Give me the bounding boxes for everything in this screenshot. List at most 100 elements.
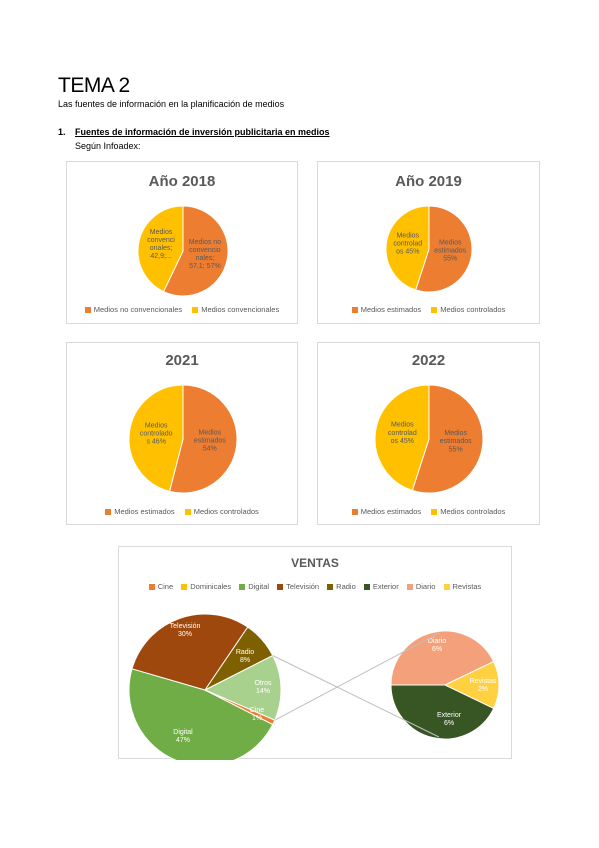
legend-swatch xyxy=(406,584,413,591)
legend-item: Dominicales xyxy=(181,582,231,591)
data-label-line: 47% xyxy=(176,737,190,744)
pie-slice xyxy=(128,384,184,492)
pie-slice xyxy=(168,384,238,494)
legend-label: Medios estimados xyxy=(114,507,175,516)
data-label-line: 54% xyxy=(203,445,217,452)
legend-swatch xyxy=(363,584,370,591)
data-label-line: Diario xyxy=(428,638,446,645)
data-label-line: convenci xyxy=(147,237,175,244)
chart-2022: 2022 Medios estimados 55% Medios controlad os… xyxy=(317,342,540,525)
legend-label: Medios convencionales xyxy=(201,305,280,314)
chart-title: Año 2018 xyxy=(148,173,216,190)
legend-item: Medios estimados xyxy=(105,507,175,516)
legend-item: Digital xyxy=(239,582,269,591)
data-label: Cine 1% xyxy=(250,707,265,722)
legend-swatch xyxy=(148,584,155,591)
data-label-line: nales; xyxy=(196,255,215,262)
chart-2021: 2021 Medios estimados 54% Medios controlado s… xyxy=(66,342,298,525)
data-label-line: Revistas xyxy=(470,678,497,685)
legend-label: Dominicales xyxy=(190,582,232,591)
legend-swatch xyxy=(327,584,334,591)
legend-swatch xyxy=(181,584,188,591)
data-label: Radio 8% xyxy=(236,649,254,664)
legend-item: Medios controlados xyxy=(431,507,505,516)
chart-2018: Año 2018 Medios no convencio nales; 57,1; 5… xyxy=(66,161,298,324)
legend-item: Televisión xyxy=(277,582,319,591)
data-label: Exterior 6% xyxy=(437,712,462,727)
data-label-line: 2% xyxy=(478,686,488,693)
data-label-line: 55% xyxy=(449,446,463,453)
legend-label: Revistas xyxy=(452,582,482,591)
legend-label: Medios controlados xyxy=(193,507,259,516)
legend-label: Televisión xyxy=(286,582,320,591)
legend-swatch xyxy=(351,509,358,516)
legend-label: Diario xyxy=(415,582,436,591)
pie-slice xyxy=(131,613,249,691)
page-title: TEMA 2 xyxy=(58,74,130,97)
data-label-line: os 45% xyxy=(391,438,414,445)
data-label: Medios estimados 55% xyxy=(434,239,466,262)
legend-swatch xyxy=(443,584,450,591)
data-label: Medios estimados 55% xyxy=(440,430,472,453)
legend-item: Diario xyxy=(406,582,436,591)
data-label: Medios convenci onales; 42,9;... xyxy=(147,229,175,260)
chart-legend: Medios no convencionales Medios convenci… xyxy=(67,305,297,314)
pie-slice xyxy=(374,384,430,491)
data-label-line: Cine xyxy=(250,707,265,714)
source-note: Según Infoadex: xyxy=(75,141,141,151)
pie-slice xyxy=(128,668,274,760)
legend-label: Cine xyxy=(157,582,174,591)
data-label-line: estimados xyxy=(434,247,466,254)
section-heading: 1. Fuentes de información de inversión pu… xyxy=(58,127,330,137)
chart-legend: Medios estimados Medios controlados xyxy=(318,305,539,314)
legend-label: Medios controlados xyxy=(440,507,506,516)
data-label: Medios estimados 54% xyxy=(194,429,226,452)
data-label-line: Medios xyxy=(396,233,419,240)
data-label-line: 42,9;... xyxy=(150,253,171,260)
data-label-line: 6% xyxy=(444,720,454,727)
data-label: Medios controlad os 45% xyxy=(393,233,422,256)
data-label: Medios no convencio nales; 57,1; 57% xyxy=(189,239,221,270)
legend-item: Medios convencionales xyxy=(192,305,279,314)
legend-item: Revistas xyxy=(443,582,482,591)
legend-item: Medios controlados xyxy=(184,507,259,516)
data-label-line: os 45% xyxy=(396,249,419,256)
data-label-line: s 46% xyxy=(146,439,165,446)
legend-label: Medios controlados xyxy=(440,305,506,314)
chart-legend: Medios estimados Medios controlados xyxy=(67,507,297,516)
data-label-line: 6% xyxy=(432,646,442,653)
pie-svg: Medios estimados 54% Medios controlado s 46% xyxy=(128,384,238,494)
data-label-line: Exterior xyxy=(437,712,462,719)
pie-of-pie-svg: Digital 47% Televisión 30% Radio 8% Otros 14% Ci… xyxy=(128,613,500,760)
legend-label: Radio xyxy=(336,582,356,591)
data-label-line: Medios no xyxy=(189,239,221,246)
chart-title: VENTAS xyxy=(291,556,339,570)
legend-item: Medios estimados xyxy=(351,507,421,516)
legend-swatch xyxy=(351,307,358,314)
chart-title: 2022 xyxy=(411,352,446,369)
legend-item: Cine xyxy=(148,582,174,591)
pie-slice xyxy=(204,689,276,726)
data-label-line: 30% xyxy=(178,631,192,638)
pie-slice xyxy=(162,205,229,297)
legend-swatch xyxy=(277,584,284,591)
legend-swatch xyxy=(431,307,438,314)
data-label: Medios controlado s 46% xyxy=(140,423,173,446)
data-label-line: 8% xyxy=(240,657,250,664)
data-label-line: controlado xyxy=(140,431,173,438)
data-label-line: Televisión xyxy=(170,623,201,630)
chart-2019: Año 2019 Medios estimados 55% Medios control… xyxy=(317,161,540,324)
legend-swatch xyxy=(105,509,112,516)
legend-item: Medios controlados xyxy=(431,305,505,314)
legend-item: Exterior xyxy=(363,582,399,591)
data-label-line: controlad xyxy=(388,430,417,437)
pie-slice xyxy=(411,384,484,494)
chart-title: Año 2019 xyxy=(395,173,462,190)
data-label: Televisión 30% xyxy=(170,623,201,638)
data-label-line: estimados xyxy=(440,438,472,445)
chart-ventas: VENTAS Cine Dominicales Digital Televisi… xyxy=(118,546,512,760)
legend-label: Medios no convencionales xyxy=(93,305,183,314)
legend-swatch xyxy=(239,584,246,591)
pie-svg: Medios estimados 55% Medios controlad os 45% xyxy=(385,205,473,293)
data-label-line: controlad xyxy=(393,241,422,248)
